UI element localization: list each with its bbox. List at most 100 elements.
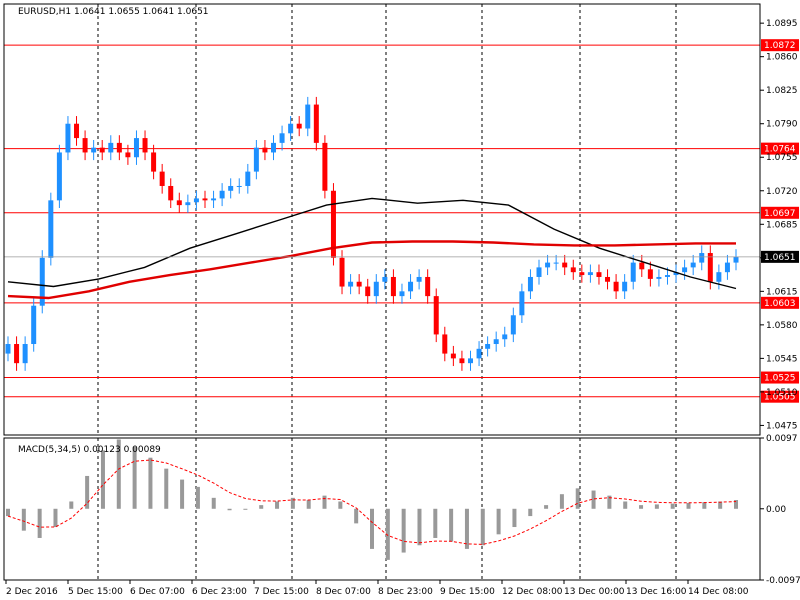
candle (587, 272, 593, 276)
macd-bar (195, 486, 200, 509)
y-tick-label: 1.0545 (766, 354, 798, 364)
candle (271, 142, 277, 153)
macd-y-tick-label: 0.00 (766, 505, 786, 515)
macd-bar (354, 508, 359, 524)
x-tick-label: 13 Dec 00:00 (564, 587, 625, 597)
macd-bar (290, 497, 295, 509)
candle (425, 276, 431, 297)
candle (613, 281, 619, 292)
macd-title: MACD(5,34,5) 0.00123 0.00089 (18, 445, 161, 455)
x-tick-label: 6 Dec 07:00 (130, 587, 185, 597)
level-tag (761, 206, 799, 219)
candle (202, 198, 208, 201)
candle (707, 253, 713, 282)
macd-bar (464, 508, 469, 549)
candle (373, 281, 379, 297)
candle (639, 262, 645, 270)
macd-bar (180, 479, 185, 509)
macd-bar (496, 508, 501, 535)
y-tick-label: 1.0685 (766, 220, 798, 230)
level-tag (761, 390, 799, 403)
macd-bar (69, 501, 74, 509)
candle (690, 262, 696, 268)
candle (236, 185, 242, 187)
x-tick-label: 8 Dec 07:00 (316, 587, 371, 597)
candle (219, 190, 225, 199)
y-tick-label: 1.0720 (766, 187, 798, 197)
macd-bar (417, 508, 422, 546)
y-tick-label: 1.0860 (766, 53, 798, 63)
macd-bar (322, 495, 327, 509)
candle (442, 334, 448, 354)
level-label: 1.0603 (764, 299, 796, 309)
level-label: 1.0697 (764, 209, 796, 219)
candle (99, 147, 105, 153)
candle (82, 138, 88, 153)
candle (313, 104, 319, 143)
candle (450, 353, 456, 359)
macd-bar (512, 508, 517, 528)
ma-red-line (7, 240, 736, 300)
candle (288, 123, 294, 134)
candle (48, 200, 54, 258)
candle (545, 262, 551, 268)
candle (476, 348, 482, 359)
y-tick-label: 1.0475 (766, 421, 798, 431)
candle (133, 138, 139, 158)
x-tick-label: 8 Dec 23:00 (378, 587, 433, 597)
candle (142, 138, 148, 153)
candle (176, 200, 182, 206)
macd-bar (53, 508, 58, 528)
macd-bar (211, 497, 216, 509)
candle (168, 185, 174, 201)
candle (14, 344, 20, 364)
macd-bar (449, 508, 454, 542)
macd-bar (85, 475, 90, 509)
macd-bar (639, 505, 644, 509)
macd-bar (480, 508, 485, 546)
main-price-chart (4, 4, 760, 435)
macd-bar (148, 457, 153, 509)
candle (159, 171, 165, 186)
macd-bar (401, 508, 406, 553)
candle (630, 262, 636, 282)
level-tag (761, 371, 799, 384)
candle (125, 152, 131, 158)
y-tick-label: 1.0580 (766, 321, 798, 331)
macd-bar (702, 502, 707, 509)
y-tick-label: 1.0510 (766, 388, 798, 398)
macd-bar (623, 501, 628, 509)
candle (5, 344, 11, 354)
candle (510, 315, 516, 335)
macd-bar (670, 503, 675, 509)
candle (390, 276, 396, 297)
macd-bar (21, 508, 26, 531)
macd-bar (338, 501, 343, 509)
y-tick-label: 1.0615 (766, 287, 798, 297)
x-tick-label: 13 Dec 16:00 (626, 587, 687, 597)
candle (553, 262, 559, 264)
candle (467, 358, 473, 364)
candle (348, 281, 354, 287)
candle (91, 147, 97, 153)
candle (74, 123, 80, 139)
candle (493, 339, 499, 345)
macd-bar (718, 501, 723, 509)
candle (31, 305, 37, 345)
macd-bar (259, 505, 264, 509)
candle (228, 185, 234, 191)
candle (664, 275, 670, 277)
candle (733, 256, 739, 263)
candle (356, 281, 362, 287)
macd-bar (100, 450, 105, 509)
candle (253, 147, 259, 172)
x-tick-label: 2 Dec 2016 (6, 587, 58, 597)
candle (519, 291, 525, 316)
candle (502, 334, 508, 340)
macd-bar (654, 504, 659, 509)
candle (365, 286, 371, 297)
macd-bar (6, 508, 10, 517)
x-tick-label: 5 Dec 15:00 (68, 587, 123, 597)
macd-chart (6, 438, 738, 580)
